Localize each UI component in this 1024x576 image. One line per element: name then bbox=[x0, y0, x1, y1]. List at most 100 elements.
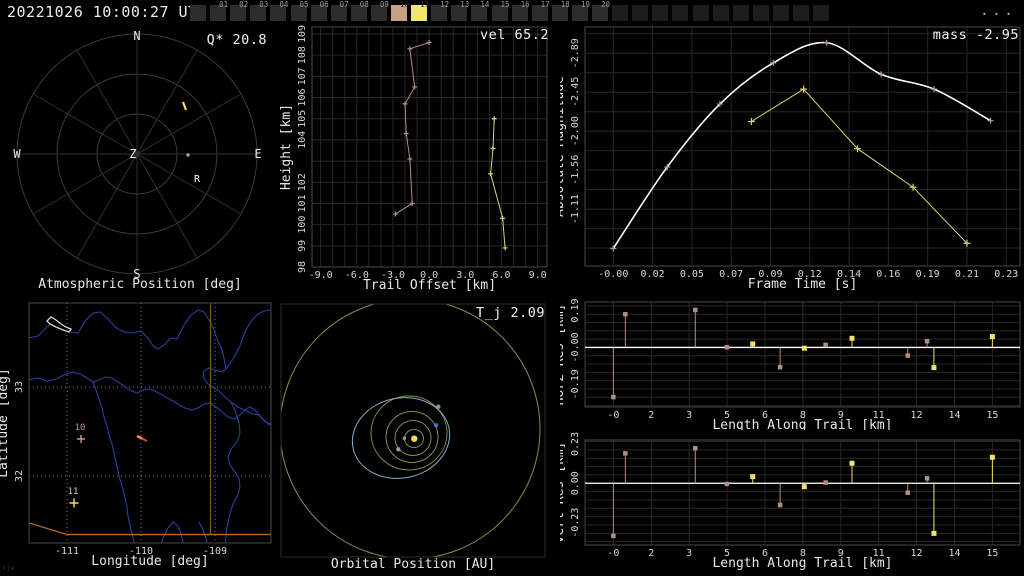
frame-number-label: 04 bbox=[279, 0, 289, 9]
frame-number-label: 12 bbox=[440, 0, 450, 9]
frame-thumbnail[interactable] bbox=[793, 5, 809, 21]
svg-text:-109: -109 bbox=[203, 546, 227, 557]
svg-text:99: 99 bbox=[297, 240, 308, 252]
frame-number-label: 07 bbox=[339, 0, 349, 9]
watermark-initials: rjw bbox=[2, 564, 15, 572]
mass-badge: mass -2.95 bbox=[932, 27, 1019, 43]
svg-text:Longitude [deg]: Longitude [deg] bbox=[91, 554, 208, 569]
svg-text:2: 2 bbox=[648, 410, 654, 421]
svg-text:33: 33 bbox=[14, 381, 25, 393]
panel-vertical-residuals: -0 2 3 5 6 8 9 11 12 14 15 0.23 0.00 -0.23 Length Alon… bbox=[552, 430, 1024, 576]
frame-thumbnail-20[interactable]: 20 bbox=[592, 1, 610, 21]
svg-text:Frame Time [s]: Frame Time [s] bbox=[748, 277, 858, 292]
svg-text:3: 3 bbox=[686, 548, 692, 559]
frame-thumbnail[interactable] bbox=[772, 5, 789, 21]
svg-text:-1.11: -1.11 bbox=[570, 194, 581, 224]
frame-number-label: 03 bbox=[259, 0, 269, 9]
frame-thumbnail-14[interactable]: 14 bbox=[471, 1, 489, 21]
panel-light-curve: -0.00 0.02 0.05 0.07 0.09 0.12 0.14 0.16 0.19 0.2… bbox=[552, 24, 1024, 296]
svg-text:98: 98 bbox=[297, 261, 308, 273]
frame-number-label: 20 bbox=[600, 0, 610, 9]
svg-text:14: 14 bbox=[948, 548, 960, 559]
svg-text:E: E bbox=[254, 147, 261, 161]
frame-thumbnail[interactable] bbox=[190, 5, 206, 21]
vertical-residuals-plot: -0 2 3 5 6 8 9 11 12 14 15 0.23 0.00 -0.23 Length Alon… bbox=[552, 432, 1021, 571]
tisserand-badge: T_j 2.09 bbox=[475, 305, 545, 321]
svg-text:6.0: 6.0 bbox=[492, 270, 510, 281]
frame-number-label: 02 bbox=[239, 0, 249, 9]
frame-thumbnail[interactable] bbox=[752, 5, 769, 21]
svg-text:105: 105 bbox=[297, 110, 308, 128]
svg-text:5: 5 bbox=[724, 410, 730, 421]
frame-thumbnail-09[interactable]: 09 bbox=[370, 1, 389, 21]
trail-offset-plot: -9.0 -6.0 -3.0 0.0 3.0 6.0 9.0 98 99 100 101 102 104… bbox=[279, 25, 548, 293]
frame-thumbnail[interactable] bbox=[732, 5, 749, 21]
svg-text:-0.23: -0.23 bbox=[570, 508, 581, 538]
frame-thumbnail-01[interactable]: 01 bbox=[210, 1, 228, 21]
svg-text:107: 107 bbox=[297, 67, 308, 85]
svg-text:15: 15 bbox=[986, 410, 998, 421]
utc-timestamp: 20221026 10:00:27 UTC bbox=[7, 3, 208, 21]
svg-text:0.16: 0.16 bbox=[876, 269, 900, 280]
frame-thumbnail[interactable] bbox=[712, 5, 729, 21]
svg-text:3.0: 3.0 bbox=[456, 270, 474, 281]
svg-text:Absolute Magnitude: Absolute Magnitude bbox=[560, 76, 567, 217]
svg-text:Z: Z bbox=[129, 147, 136, 161]
frame-thumbnail-19[interactable]: 19 bbox=[571, 1, 590, 21]
frame-thumbnail[interactable] bbox=[692, 5, 709, 21]
top-bar: 20221026 10:00:27 UTC 01 02 03 04 05 06 07 08 09… bbox=[0, 0, 1024, 24]
frame-number-label: 13 bbox=[460, 0, 470, 9]
svg-text:11: 11 bbox=[873, 548, 885, 559]
svg-text:0.23: 0.23 bbox=[570, 432, 581, 456]
panel-orbital-position: Orbital Position [AU] T_j 2.09 bbox=[280, 296, 560, 576]
panel-atmospheric-position: N E S W Z R Atmospheric Position [deg] Q* 20.8 bbox=[0, 24, 280, 296]
svg-text:R: R bbox=[194, 174, 201, 185]
frame-thumbnail-12[interactable]: 12 bbox=[431, 1, 449, 21]
frame-thumbnail-17[interactable]: 17 bbox=[531, 1, 550, 21]
frame-thumbnail-18[interactable]: 18 bbox=[551, 1, 570, 21]
frame-number-label: 01 bbox=[219, 0, 229, 9]
frame-thumbnail-11[interactable]: 11 bbox=[411, 1, 429, 21]
frame-thumbnail[interactable] bbox=[652, 5, 669, 21]
svg-text:-110: -110 bbox=[129, 546, 153, 557]
svg-text:108: 108 bbox=[297, 46, 308, 64]
overflow-menu-icon[interactable]: ... bbox=[979, 1, 1016, 19]
frame-thumbnail[interactable] bbox=[632, 5, 649, 21]
svg-text:0.14: 0.14 bbox=[837, 269, 861, 280]
frame-thumbnail-16[interactable]: 16 bbox=[511, 1, 530, 21]
svg-text:10: 10 bbox=[75, 423, 86, 433]
frame-thumbnail[interactable] bbox=[672, 5, 689, 21]
frame-thumbnail-04[interactable]: 04 bbox=[270, 1, 288, 21]
svg-text:15: 15 bbox=[986, 548, 998, 559]
frame-thumbnail-02[interactable]: 02 bbox=[230, 1, 248, 21]
svg-text:-2.00: -2.00 bbox=[570, 116, 581, 146]
svg-text:11: 11 bbox=[68, 487, 79, 497]
frame-thumbnail[interactable] bbox=[813, 5, 830, 21]
svg-text:100: 100 bbox=[297, 216, 308, 234]
velocity-badge: vel 65.2 bbox=[479, 27, 549, 43]
frame-thumbnail-15[interactable]: 15 bbox=[491, 1, 510, 21]
svg-text:Orbital Position [AU]: Orbital Position [AU] bbox=[331, 557, 495, 572]
frame-number-label: 11 bbox=[420, 0, 430, 9]
frame-thumbnail-13[interactable]: 13 bbox=[451, 1, 469, 21]
svg-text:0.19: 0.19 bbox=[916, 269, 940, 280]
frame-thumbnail-10[interactable]: 10 bbox=[391, 1, 409, 21]
svg-text:0.02: 0.02 bbox=[641, 269, 665, 280]
frame-thumbnail[interactable] bbox=[612, 5, 629, 21]
svg-text:-111: -111 bbox=[55, 546, 79, 557]
svg-text:109: 109 bbox=[297, 25, 308, 43]
frame-thumbnail-07[interactable]: 07 bbox=[330, 1, 349, 21]
frame-thumbnail-08[interactable]: 08 bbox=[350, 1, 369, 21]
svg-text:-2.89: -2.89 bbox=[570, 38, 581, 68]
svg-text:6: 6 bbox=[762, 410, 768, 421]
atmospheric-position-plot: N E S W Z R Atmospheric Position [deg] bbox=[13, 29, 261, 292]
frame-thumbnail-03[interactable]: 03 bbox=[250, 1, 268, 21]
svg-text:-0: -0 bbox=[607, 410, 619, 421]
svg-text:-0.19: -0.19 bbox=[570, 369, 581, 399]
svg-text:Length Along Trail [km]: Length Along Trail [km] bbox=[712, 418, 892, 430]
svg-text:0.21: 0.21 bbox=[955, 269, 979, 280]
frame-thumbnail-06[interactable]: 06 bbox=[310, 1, 329, 21]
svg-text:-2.45: -2.45 bbox=[570, 77, 581, 107]
orbital-position-plot: Orbital Position [AU] bbox=[280, 303, 546, 572]
frame-thumbnail-05[interactable]: 05 bbox=[290, 1, 309, 21]
